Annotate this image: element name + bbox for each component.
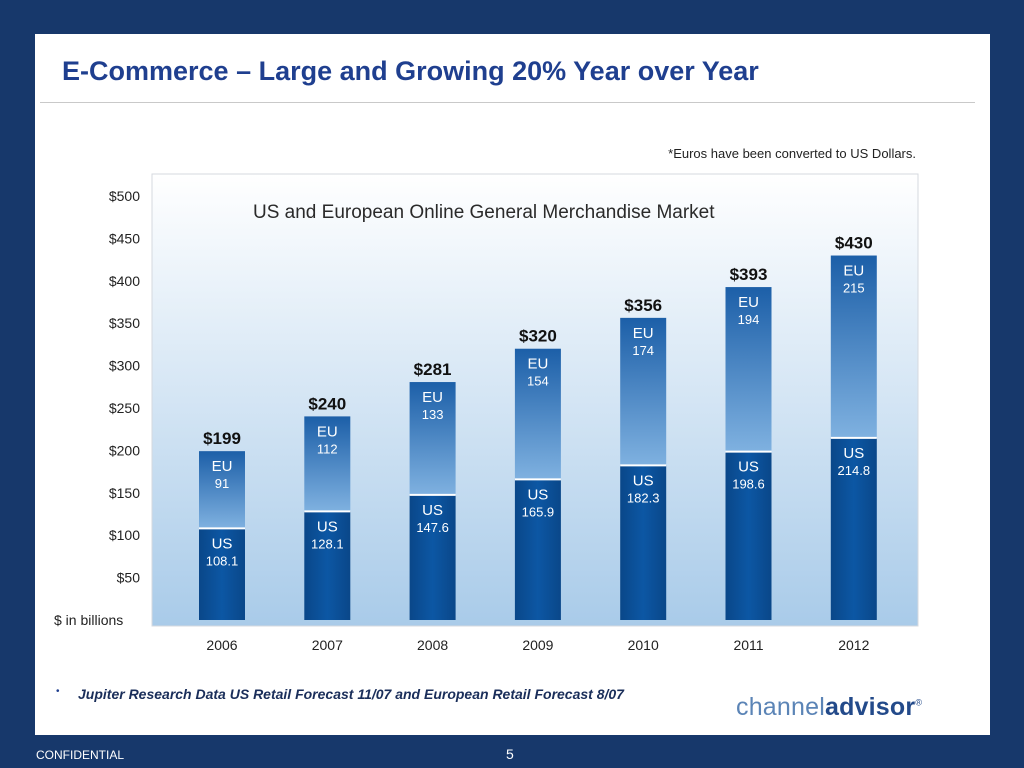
bar-us — [620, 465, 667, 620]
total-value-label: $430 — [835, 234, 873, 253]
bullet-icon: • — [56, 686, 60, 697]
eu-value-label: 112 — [317, 441, 338, 456]
total-value-label: $199 — [203, 429, 241, 448]
x-tick-label: 2009 — [522, 637, 553, 653]
us-series-label: US — [212, 535, 233, 552]
chart-title: US and European Online General Merchandi… — [253, 202, 715, 223]
bar-eu — [725, 287, 772, 452]
total-value-label: $240 — [308, 394, 346, 413]
total-value-label: $393 — [730, 265, 768, 284]
x-tick-label: 2006 — [206, 637, 237, 653]
us-value-label: 147.6 — [416, 520, 449, 535]
x-tick-label: 2011 — [733, 637, 763, 653]
slide-title: E-Commerce – Large and Growing 20% Year … — [62, 56, 759, 86]
us-series-label: US — [843, 445, 864, 462]
bar-eu — [830, 255, 877, 438]
currency-note: *Euros have been converted to US Dollars… — [668, 146, 916, 161]
eu-series-label: EU — [212, 458, 233, 475]
y-tick-label: $300 — [109, 358, 140, 374]
us-series-label: US — [738, 459, 759, 476]
y-tick-label: $500 — [109, 188, 140, 204]
eu-series-label: EU — [527, 356, 548, 373]
x-tick-label: 2008 — [417, 637, 448, 653]
eu-value-label: 154 — [527, 374, 549, 389]
eu-series-label: EU — [843, 263, 864, 280]
us-series-label: US — [527, 486, 548, 503]
y-tick-label: $400 — [109, 273, 140, 289]
total-value-label: $356 — [624, 296, 662, 315]
eu-value-label: 215 — [843, 281, 865, 296]
bar-eu — [304, 416, 351, 512]
confidential-label: CONFIDENTIAL — [36, 748, 125, 762]
x-axis-ticks: 2006 2007 2008 2009 2010 2011 2012 — [206, 637, 869, 653]
bar-us — [830, 437, 877, 620]
y-tick-label: $350 — [109, 315, 140, 331]
x-tick-label: 2007 — [312, 637, 343, 653]
x-tick-label: 2012 — [838, 637, 869, 653]
y-tick-label: $50 — [117, 570, 141, 586]
bar-eu — [620, 317, 667, 466]
y-tick-label: $200 — [109, 442, 140, 458]
bar-us — [304, 511, 351, 620]
logo-text-advisor: advisor — [824, 693, 916, 721]
us-series-label: US — [317, 518, 338, 535]
us-value-label: 182.3 — [627, 490, 660, 505]
eu-value-label: 174 — [632, 343, 654, 358]
bar-us — [199, 528, 245, 620]
x-tick-label: 2010 — [628, 637, 659, 653]
eu-value-label: 133 — [422, 407, 444, 422]
y-axis-label: $ in billions — [54, 612, 123, 628]
y-tick-label: $100 — [109, 527, 140, 543]
us-value-label: 214.8 — [838, 463, 871, 478]
bar-eu — [199, 451, 245, 529]
us-value-label: 128.1 — [311, 536, 344, 551]
us-value-label: 198.6 — [732, 477, 765, 492]
bar-us — [514, 479, 561, 620]
y-tick-label: $450 — [109, 230, 140, 246]
bar-eu — [514, 348, 561, 480]
channeladvisor-logo: channeladvisor® — [736, 693, 922, 722]
us-value-label: 108.1 — [206, 553, 239, 568]
bar-us — [725, 451, 772, 620]
total-value-label: $320 — [519, 327, 557, 346]
eu-series-label: EU — [738, 294, 759, 311]
bars: US108.1EU91$199US128.1EU112$240US147.6EU… — [199, 234, 877, 620]
title-divider — [40, 102, 975, 103]
page-number: 5 — [506, 746, 514, 762]
logo-text-channel: channel — [736, 693, 825, 721]
source-citation: Jupiter Research Data US Retail Forecast… — [78, 686, 624, 702]
eu-series-label: EU — [422, 389, 443, 406]
eu-series-label: EU — [317, 423, 338, 440]
registered-mark: ® — [915, 697, 923, 708]
bar-eu — [409, 382, 456, 495]
y-tick-label: $250 — [109, 400, 140, 416]
us-series-label: US — [633, 472, 654, 489]
us-series-label: US — [422, 502, 443, 519]
eu-value-label: 194 — [738, 312, 760, 327]
y-axis-ticks: $50 $100 $150 $200 $250 $300 $350 $400 $450 $500 — [109, 188, 140, 586]
y-tick-label: $150 — [109, 485, 140, 501]
eu-series-label: EU — [633, 325, 654, 342]
us-value-label: 165.9 — [522, 504, 555, 519]
total-value-label: $281 — [414, 360, 452, 379]
bar-us — [409, 494, 456, 620]
eu-value-label: 91 — [215, 476, 229, 491]
